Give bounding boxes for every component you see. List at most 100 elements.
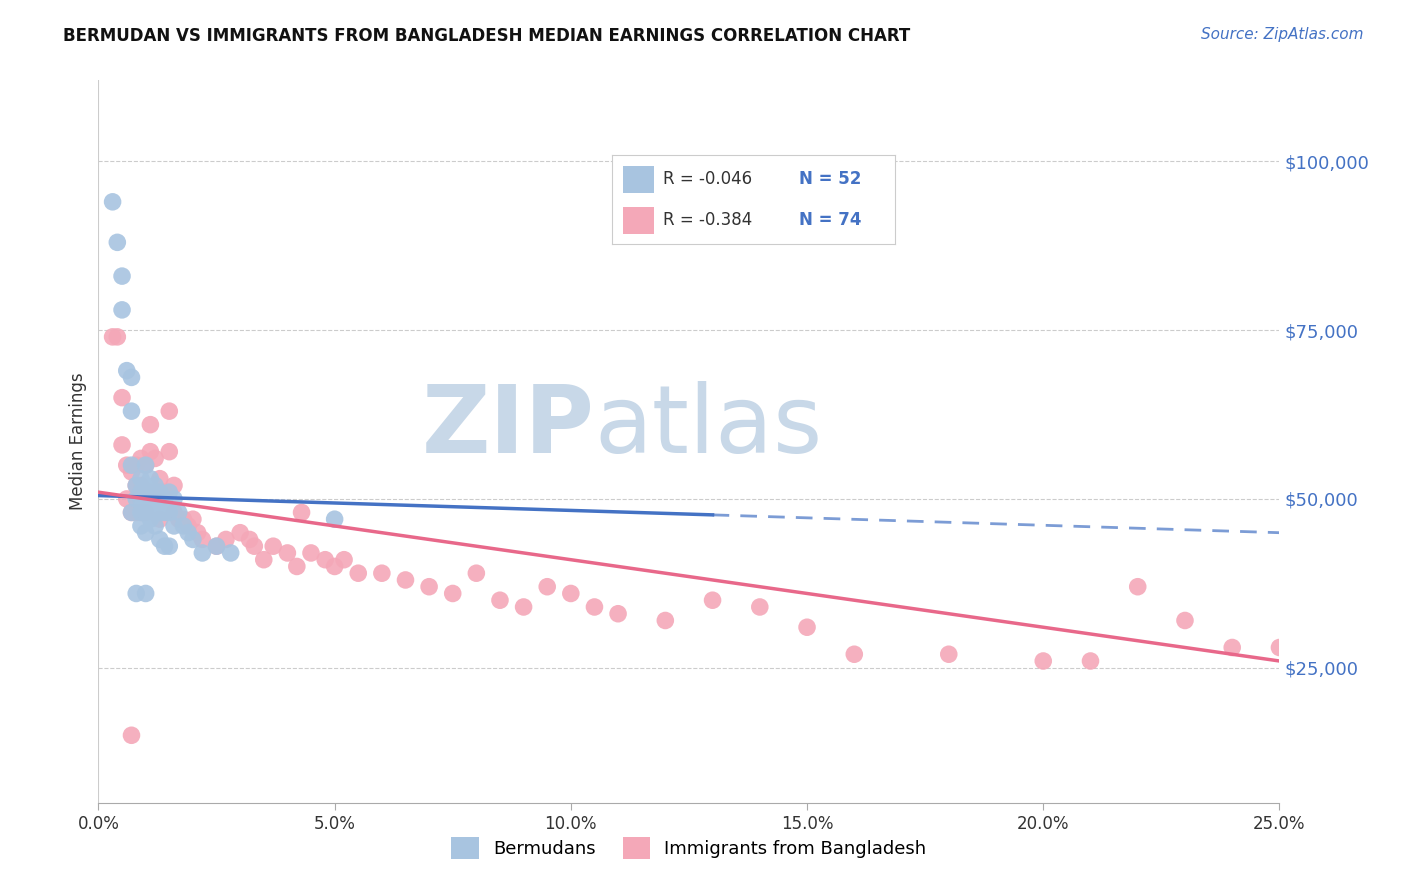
Point bbox=[143, 499, 166, 513]
Point bbox=[135, 505, 157, 519]
Text: ZIP: ZIP bbox=[422, 381, 595, 473]
Point bbox=[111, 269, 134, 284]
FancyBboxPatch shape bbox=[623, 166, 654, 193]
Point bbox=[167, 505, 190, 519]
FancyBboxPatch shape bbox=[623, 207, 654, 234]
Point bbox=[215, 533, 238, 547]
Point bbox=[105, 235, 128, 250]
Point bbox=[1174, 614, 1197, 628]
Point bbox=[262, 539, 284, 553]
Point bbox=[654, 614, 676, 628]
Point bbox=[143, 491, 166, 506]
Point bbox=[1032, 654, 1054, 668]
Point bbox=[139, 417, 162, 432]
Point bbox=[139, 491, 162, 506]
Point bbox=[135, 485, 157, 500]
Point bbox=[938, 647, 960, 661]
Point bbox=[149, 485, 172, 500]
Point bbox=[512, 599, 534, 614]
Point bbox=[121, 505, 143, 519]
Point bbox=[163, 505, 186, 519]
Point bbox=[129, 505, 152, 519]
Point bbox=[181, 512, 204, 526]
Point bbox=[299, 546, 322, 560]
Point bbox=[143, 451, 166, 466]
Point bbox=[129, 472, 152, 486]
Point bbox=[536, 580, 558, 594]
Point bbox=[191, 533, 214, 547]
Point bbox=[489, 593, 512, 607]
Point bbox=[149, 533, 172, 547]
Point bbox=[121, 728, 143, 742]
Point bbox=[139, 472, 162, 486]
Y-axis label: Median Earnings: Median Earnings bbox=[69, 373, 87, 510]
Point bbox=[105, 330, 128, 344]
Text: Source: ZipAtlas.com: Source: ZipAtlas.com bbox=[1201, 27, 1364, 42]
Point bbox=[219, 546, 242, 560]
Point bbox=[163, 519, 186, 533]
Point bbox=[1268, 640, 1291, 655]
Point bbox=[1220, 640, 1243, 655]
Point bbox=[229, 525, 252, 540]
Point bbox=[153, 485, 176, 500]
Point bbox=[115, 491, 138, 506]
Text: BERMUDAN VS IMMIGRANTS FROM BANGLADESH MEDIAN EARNINGS CORRELATION CHART: BERMUDAN VS IMMIGRANTS FROM BANGLADESH M… bbox=[63, 27, 911, 45]
Point bbox=[163, 478, 186, 492]
Point bbox=[583, 599, 606, 614]
Point bbox=[115, 458, 138, 472]
Point bbox=[143, 519, 166, 533]
Point bbox=[205, 539, 228, 553]
Point bbox=[239, 533, 262, 547]
Point bbox=[172, 519, 194, 533]
Point bbox=[418, 580, 440, 594]
Legend: Bermudans, Immigrants from Bangladesh: Bermudans, Immigrants from Bangladesh bbox=[444, 830, 934, 866]
Point bbox=[153, 505, 176, 519]
Point bbox=[125, 491, 148, 506]
Point bbox=[163, 491, 186, 506]
Point bbox=[135, 525, 157, 540]
Point bbox=[205, 539, 228, 553]
Point bbox=[129, 519, 152, 533]
Point bbox=[125, 586, 148, 600]
Point bbox=[129, 478, 152, 492]
Text: N = 74: N = 74 bbox=[799, 211, 860, 229]
Point bbox=[143, 485, 166, 500]
Point bbox=[191, 546, 214, 560]
Point bbox=[702, 593, 724, 607]
Point bbox=[157, 539, 180, 553]
Point bbox=[285, 559, 308, 574]
Point bbox=[465, 566, 488, 581]
Point bbox=[1080, 654, 1102, 668]
Point bbox=[157, 485, 180, 500]
Point bbox=[243, 539, 266, 553]
Text: R = -0.384: R = -0.384 bbox=[662, 211, 752, 229]
Point bbox=[101, 194, 124, 209]
Point bbox=[441, 586, 464, 600]
Point bbox=[129, 485, 152, 500]
Point bbox=[347, 566, 370, 581]
Point bbox=[125, 458, 148, 472]
Point bbox=[333, 552, 356, 566]
Point bbox=[323, 512, 346, 526]
Point bbox=[115, 364, 138, 378]
Point bbox=[111, 438, 134, 452]
Point bbox=[748, 599, 770, 614]
Point bbox=[149, 505, 172, 519]
Point bbox=[1126, 580, 1149, 594]
Point bbox=[394, 573, 416, 587]
Point bbox=[177, 519, 200, 533]
Text: R = -0.046: R = -0.046 bbox=[662, 170, 752, 188]
Point bbox=[607, 607, 630, 621]
Point bbox=[129, 505, 152, 519]
Point bbox=[157, 404, 180, 418]
Point bbox=[153, 539, 176, 553]
Point bbox=[129, 491, 152, 506]
Point bbox=[253, 552, 276, 566]
Point bbox=[139, 485, 162, 500]
Text: N = 52: N = 52 bbox=[799, 170, 860, 188]
Point bbox=[371, 566, 394, 581]
Point bbox=[121, 465, 143, 479]
Point bbox=[177, 525, 200, 540]
Point bbox=[111, 302, 134, 317]
Point bbox=[796, 620, 818, 634]
